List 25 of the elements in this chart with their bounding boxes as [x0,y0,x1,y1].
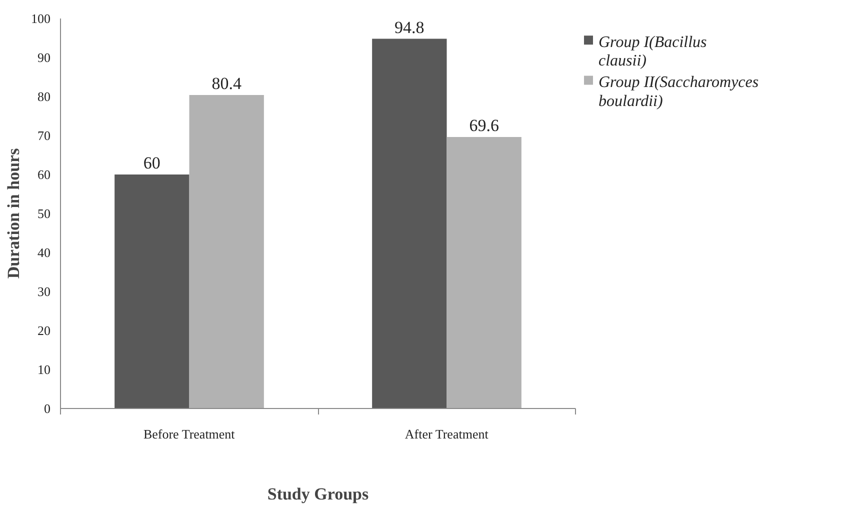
y-tick-label: 60 [38,167,50,182]
y-tick-label: 40 [38,245,50,260]
bar [446,137,522,408]
x-axis-title: Study Groups [267,484,370,504]
bar [114,174,190,408]
y-tick-label: 0 [44,401,50,416]
legend-label: Group II(Saccharomyces boulardii) [598,74,759,110]
y-tick-label: 80 [38,89,50,104]
y-tick-label: 100 [31,11,50,26]
bar [189,94,264,408]
y-tick-label: 10 [38,362,50,377]
legend-label: Group I(Bacillus clausii) [598,34,707,70]
bar [372,38,447,408]
y-tick-label: 20 [38,323,50,338]
x-tick-label: Before Treatment [143,426,236,442]
y-tick-label: 30 [38,284,50,299]
data-label: 80.4 [212,74,242,93]
data-label: 69.6 [469,116,499,136]
y-tick-label: 90 [38,50,50,65]
data-label: 60 [143,154,160,172]
y-tick-label: 70 [38,128,50,143]
y-tick-label: 50 [38,206,50,221]
x-tick-label: After Treatment [404,426,489,442]
data-label: 94.8 [394,18,424,37]
y-axis-title: Duration in hours [4,148,23,279]
